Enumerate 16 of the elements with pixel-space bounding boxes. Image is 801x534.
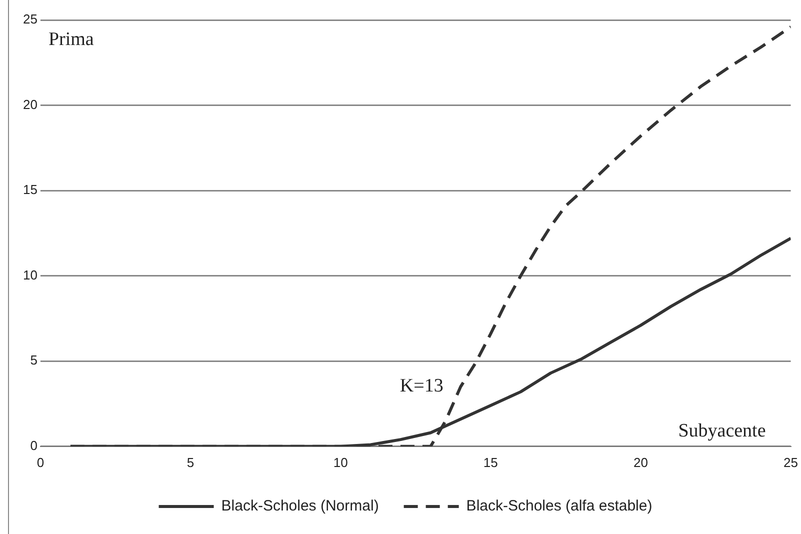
y-tick-label: 10 — [22, 267, 38, 282]
x-tick-label: 20 — [633, 454, 648, 470]
annotation: K=13 — [400, 376, 444, 397]
legend-label: Black-Scholes (Normal) — [221, 498, 379, 515]
y-tick-label: 0 — [30, 438, 38, 453]
y-tick-label: 25 — [22, 12, 38, 27]
x-tick-label: 15 — [483, 454, 498, 470]
x-axis-title: Subyacente — [678, 420, 766, 442]
y-tick-label: 20 — [22, 96, 38, 112]
y-tick-label: 5 — [30, 352, 38, 368]
x-tick-label: 10 — [333, 454, 348, 470]
y-tick-label: 15 — [22, 182, 38, 198]
x-tick-label: 25 — [784, 454, 798, 470]
x-tick-label: 5 — [186, 454, 194, 470]
y-axis-title: Prima — [48, 28, 94, 50]
legend-label: Black-Scholes (alfa estable) — [466, 498, 652, 515]
